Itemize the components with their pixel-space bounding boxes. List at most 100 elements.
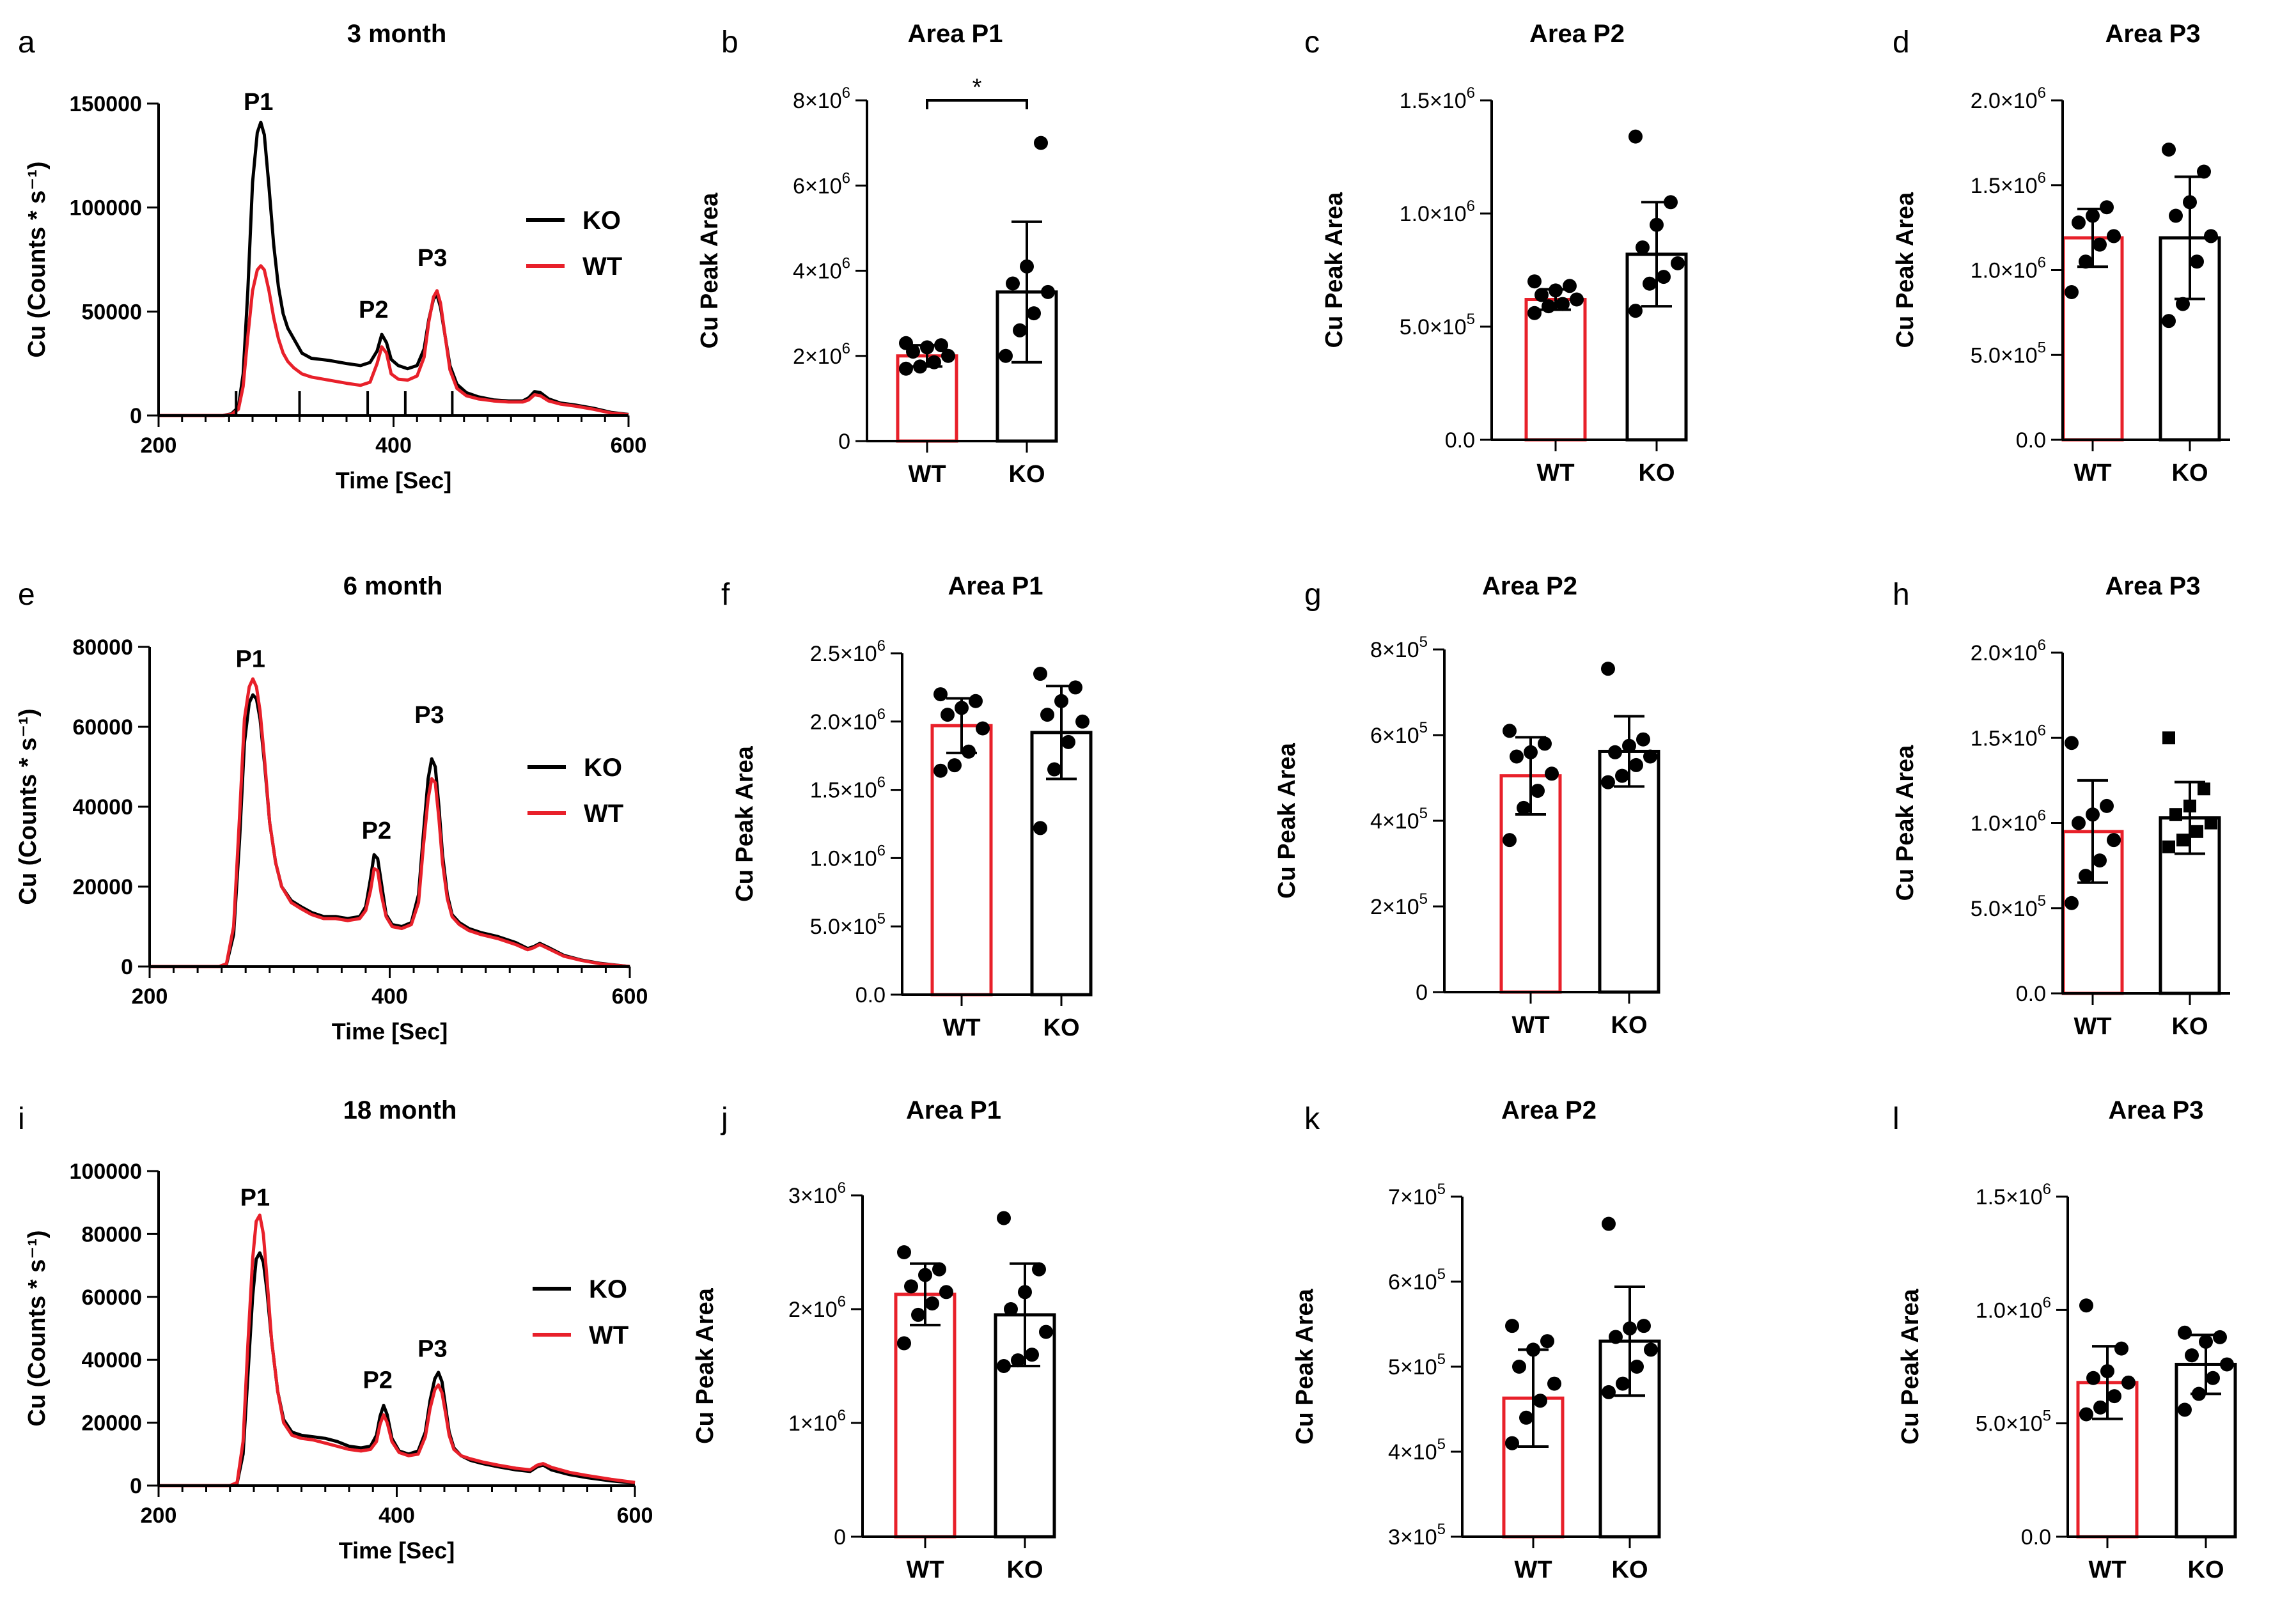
tick-exponent: 5 xyxy=(2038,339,2046,356)
panel-letter: b xyxy=(721,26,738,59)
tick-mantissa: 4×10 xyxy=(793,260,842,284)
y-tick-label: 1.5×106 xyxy=(1976,1181,2051,1209)
data-point xyxy=(939,1285,953,1300)
y-axis-label: Cu Peak Area xyxy=(1274,742,1300,898)
panel-letter: e xyxy=(18,578,35,612)
chart-title: Area P2 xyxy=(1501,1096,1597,1124)
tick-exponent: 5 xyxy=(1437,1351,1446,1368)
chart-a: a 3 month 200 400 600 0 50000 100000 150000 P1 P2 P… xyxy=(18,20,646,493)
tick-mantissa: 1×10 xyxy=(788,1411,838,1436)
data-point xyxy=(933,687,948,702)
tick-exponent: 6 xyxy=(842,340,850,357)
data-point xyxy=(1657,270,1671,284)
x-axis-label: Time [Sec] xyxy=(332,1018,448,1045)
data-point xyxy=(2072,816,2086,830)
data-point xyxy=(2183,799,2196,812)
data-point xyxy=(1526,1342,1540,1357)
category-label: KO xyxy=(1612,1557,1648,1583)
data-point xyxy=(1527,274,1542,289)
data-point xyxy=(1020,259,1034,274)
x-tick-label: 600 xyxy=(611,433,647,458)
data-point xyxy=(897,1336,911,1351)
tick-mantissa: 8×10 xyxy=(793,89,842,113)
y-axis-label: Cu Peak Area xyxy=(1892,192,1919,348)
data-point xyxy=(1034,136,1048,150)
x-tick-label: 200 xyxy=(132,984,168,1009)
panel-letter: l xyxy=(1893,1102,1900,1136)
data-point xyxy=(2079,254,2093,269)
tick-exponent: 6 xyxy=(842,84,850,102)
chart-d: d Area P30.05.0×1051.0×1061.5×1062.0×106W… xyxy=(1892,20,2230,486)
tick-mantissa: 4×10 xyxy=(1388,1440,1437,1464)
y-axis-label: Cu (Counts * s⁻¹) xyxy=(24,161,51,357)
data-point xyxy=(1636,240,1650,255)
data-point xyxy=(2162,840,2175,853)
tick-mantissa: 2.0×10 xyxy=(810,710,877,734)
y-tick-label: 2.0×106 xyxy=(1971,84,2046,113)
category-label: KO xyxy=(1043,1014,1080,1041)
data-point xyxy=(1510,749,1524,764)
y-tick-label: 60000 xyxy=(81,1285,142,1310)
y-tick-label: 0 xyxy=(834,1525,846,1550)
x-tick-label: 600 xyxy=(612,984,648,1009)
category-label: WT xyxy=(1511,1012,1549,1039)
data-point xyxy=(2199,1334,2213,1349)
data-point xyxy=(2169,808,2182,821)
chart-title: 3 month xyxy=(347,20,447,48)
category-label: KO xyxy=(2172,1013,2208,1040)
tick-exponent: 6 xyxy=(838,1293,846,1310)
tick-mantissa: 1.5×10 xyxy=(810,779,877,803)
y-tick-label: 20000 xyxy=(81,1411,142,1436)
data-point xyxy=(1629,757,1643,772)
data-point xyxy=(1527,306,1542,320)
data-point xyxy=(1011,1353,1025,1368)
y-axis-label: Cu Peak Area xyxy=(1292,1288,1318,1444)
data-point xyxy=(1643,749,1657,764)
data-point xyxy=(927,355,941,369)
data-point xyxy=(1608,745,1622,759)
data-point xyxy=(1538,736,1552,751)
data-point xyxy=(2107,229,2121,244)
category-label: KO xyxy=(2188,1557,2224,1583)
data-point xyxy=(976,721,990,736)
data-point xyxy=(897,1245,911,1259)
y-tick-label: 5.0×105 xyxy=(1976,1408,2051,1436)
data-point xyxy=(1615,768,1629,783)
y-tick-label: 2×105 xyxy=(1370,890,1428,919)
data-point xyxy=(1519,1410,1533,1425)
data-point xyxy=(911,1307,925,1322)
data-point xyxy=(1006,276,1020,291)
data-point xyxy=(918,1268,932,1282)
data-point xyxy=(1628,129,1643,144)
tick-exponent: 5 xyxy=(2043,1408,2051,1425)
data-point xyxy=(933,763,948,778)
tick-exponent: 6 xyxy=(877,774,886,791)
data-point xyxy=(1623,1321,1637,1336)
data-point xyxy=(1549,283,1563,298)
data-point xyxy=(934,338,948,353)
tick-exponent: 6 xyxy=(877,637,886,655)
peak-label: P1 xyxy=(244,89,273,116)
x-tick-label: 400 xyxy=(379,1503,415,1528)
tick-exponent: 5 xyxy=(1419,890,1428,908)
y-tick-label: 7×105 xyxy=(1388,1181,1446,1209)
significance-marker: * xyxy=(972,74,982,101)
data-point xyxy=(913,359,927,374)
data-point xyxy=(899,361,913,376)
tick-mantissa: 1.0×10 xyxy=(1971,259,2038,283)
series-line-wt xyxy=(150,677,630,968)
data-point xyxy=(2072,215,2086,230)
data-point xyxy=(2121,1375,2136,1390)
data-point xyxy=(1533,1394,1547,1408)
tick-mantissa: 2×10 xyxy=(1370,895,1419,919)
data-point xyxy=(1540,1334,1554,1349)
y-tick-label: 2.0×106 xyxy=(1971,637,2046,665)
data-point xyxy=(1524,745,1538,759)
y-axis-label: Cu (Counts * s⁻¹) xyxy=(15,708,42,905)
data-point xyxy=(2086,1371,2100,1385)
data-point xyxy=(1047,762,1061,777)
peak-label: P3 xyxy=(418,245,447,272)
tick-exponent: 6 xyxy=(877,706,886,723)
